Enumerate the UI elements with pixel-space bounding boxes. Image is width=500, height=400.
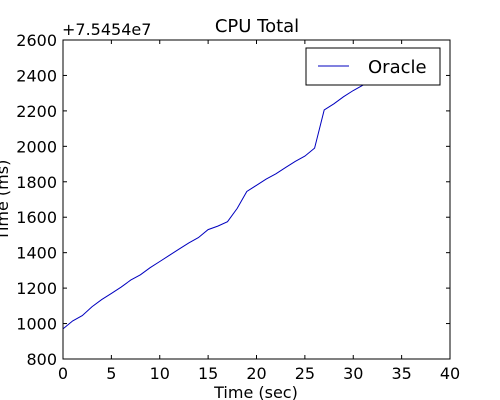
plot-area [62, 39, 451, 360]
x-axis-label: Time (sec) [213, 383, 298, 400]
y-tick-label: 1800 [16, 173, 57, 192]
y-offset-label: +7.5454e7 [62, 20, 151, 39]
y-tick-label: 2400 [16, 66, 57, 85]
y-tick-label: 1600 [16, 208, 57, 227]
x-tick-label: 20 [246, 364, 266, 383]
chart-title: CPU Total [215, 16, 299, 37]
y-tick-label: 2200 [16, 102, 57, 121]
x-tick-label: 25 [295, 364, 315, 383]
legend-label-oracle: Oracle [368, 57, 427, 78]
y-axis: 800 1000 1200 1400 1600 1800 2000 2200 2400 2600 [16, 31, 450, 369]
y-tick-label: 800 [26, 350, 57, 369]
series-line-oracle [62, 51, 412, 330]
series-layer [62, 51, 412, 330]
y-tick-label: 1400 [16, 244, 57, 263]
y-tick-label: 2600 [16, 31, 57, 50]
x-tick-label: 0 [58, 364, 68, 383]
y-axis-label: Time (ms) [0, 160, 12, 242]
y-tick-label: 1000 [16, 315, 57, 334]
x-tick-label: 35 [391, 364, 411, 383]
x-tick-label: 40 [440, 364, 460, 383]
y-tick-label: 1200 [16, 279, 57, 298]
legend: Oracle [305, 47, 441, 86]
x-tick-label: 30 [343, 364, 363, 383]
x-tick-label: 5 [106, 364, 116, 383]
y-tick-label: 2000 [16, 137, 57, 156]
x-tick-label: 10 [150, 364, 170, 383]
x-tick-label: 15 [198, 364, 218, 383]
x-axis: 0 5 10 15 20 25 30 35 40 [58, 40, 460, 383]
